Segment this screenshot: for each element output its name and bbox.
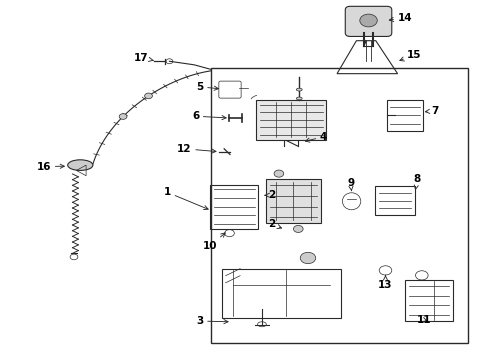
Ellipse shape <box>296 97 302 100</box>
Circle shape <box>360 14 377 27</box>
Text: 8: 8 <box>414 174 421 189</box>
Ellipse shape <box>68 160 93 170</box>
FancyBboxPatch shape <box>256 100 326 140</box>
Ellipse shape <box>296 88 302 91</box>
FancyBboxPatch shape <box>345 6 392 36</box>
Text: 17: 17 <box>134 53 153 63</box>
Circle shape <box>119 114 127 120</box>
Bar <box>387 100 423 131</box>
Circle shape <box>294 225 303 233</box>
Text: 9: 9 <box>347 178 354 191</box>
Text: 14: 14 <box>390 13 412 23</box>
Text: 1: 1 <box>164 188 208 210</box>
Text: 12: 12 <box>177 144 216 154</box>
Text: 2: 2 <box>268 219 282 229</box>
Text: 15: 15 <box>400 50 422 61</box>
Text: 4: 4 <box>305 132 327 142</box>
Circle shape <box>300 252 316 264</box>
Text: 5: 5 <box>196 82 219 92</box>
Bar <box>211 68 468 343</box>
Text: 10: 10 <box>203 233 225 251</box>
FancyBboxPatch shape <box>266 179 321 223</box>
Text: 11: 11 <box>417 315 432 325</box>
Text: 13: 13 <box>378 275 393 289</box>
Text: 7: 7 <box>425 106 439 116</box>
Text: 2: 2 <box>265 190 275 200</box>
Circle shape <box>274 170 284 177</box>
Text: 16: 16 <box>37 162 64 171</box>
Circle shape <box>145 93 152 99</box>
Text: 6: 6 <box>192 111 226 121</box>
Text: 3: 3 <box>196 316 228 326</box>
